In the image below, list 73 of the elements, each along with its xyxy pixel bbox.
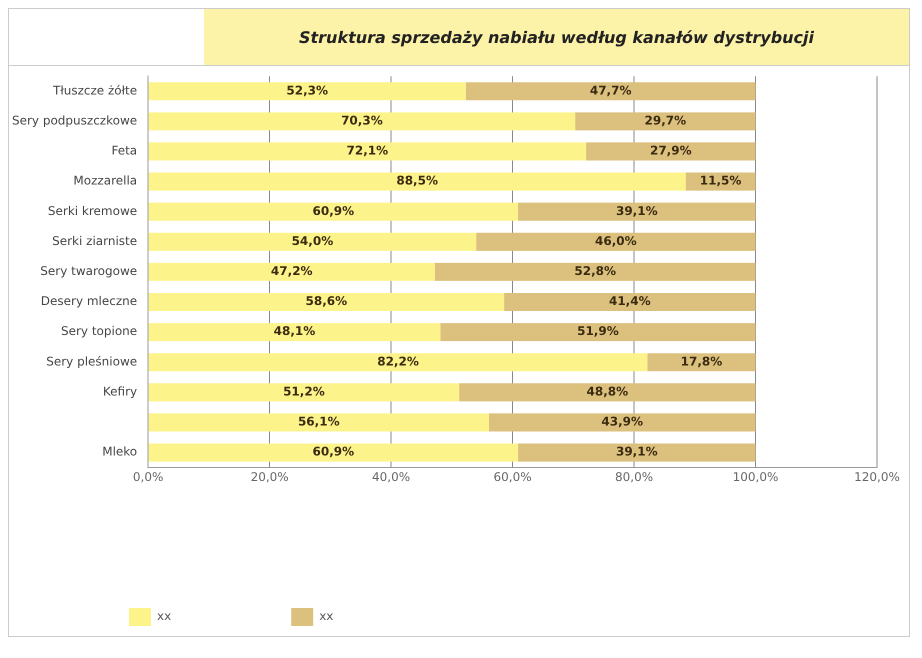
data-label: 46,0%: [595, 234, 637, 248]
data-label: 41,4%: [608, 294, 651, 308]
x-tick-label: 40,0%: [372, 470, 410, 484]
y-tick-label: Sery topione: [60, 324, 138, 338]
data-label: 51,2%: [283, 384, 325, 398]
bar: [440, 323, 756, 342]
data-label: 88,5%: [396, 174, 438, 188]
bar: [586, 142, 756, 160]
data-label: 11,5%: [700, 174, 742, 188]
bar: [148, 444, 518, 462]
bar: [476, 232, 756, 251]
bar: [148, 353, 648, 372]
y-tick-label: Sery pleśniowe: [46, 354, 138, 368]
data-label: 39,1%: [616, 204, 658, 218]
bar: [504, 292, 756, 312]
legend-label: xx: [157, 609, 172, 624]
data-label: 52,3%: [286, 83, 328, 98]
data-label: 60,9%: [312, 444, 354, 459]
bar: [575, 112, 756, 130]
y-tick-label: Serki ziarniste: [52, 234, 138, 248]
data-label: 17,8%: [680, 354, 722, 368]
x-tick-label: 60,0%: [494, 470, 532, 484]
bar: [148, 142, 586, 160]
data-label: 56,1%: [298, 414, 340, 429]
y-tick-label: Mleko: [102, 444, 138, 459]
y-tick-label: Sery twarogowe: [40, 264, 138, 278]
bar: [148, 323, 440, 342]
bar: [148, 82, 466, 100]
data-label: 39,1%: [616, 444, 658, 459]
data-label: 70,3%: [341, 113, 383, 128]
bar: [148, 262, 435, 281]
data-label: 52,8%: [574, 264, 616, 278]
data-label: 43,9%: [601, 414, 644, 429]
bar: [459, 383, 756, 402]
bar: [148, 292, 504, 312]
data-label: 27,9%: [650, 144, 692, 158]
data-label: 29,7%: [644, 113, 686, 128]
chart-title: Struktura sprzedaży nabiału według kanałów dystrybucji: [204, 9, 909, 65]
y-tick-label: Feta: [111, 144, 138, 158]
bar: [518, 444, 756, 462]
data-label: 51,9%: [577, 324, 619, 338]
y-tick-label: Serki kremowe: [48, 204, 138, 218]
y-tick-label: Kefiry: [102, 384, 138, 398]
data-label: 58,6%: [306, 294, 348, 308]
y-tick-label: Mozzarella: [73, 174, 138, 188]
data-label: 47,7%: [590, 83, 632, 98]
x-tick-label: 120,0%: [854, 470, 900, 484]
x-tick-label: 100,0%: [732, 470, 778, 484]
bar: [434, 262, 756, 281]
data-label: 47,2%: [270, 264, 313, 278]
data-label: 72,1%: [346, 144, 388, 158]
y-tick-label: Tłuszcze żółte: [52, 83, 138, 98]
bar: [466, 82, 756, 100]
y-tick-label: Desery mleczne: [40, 294, 138, 308]
bar: [148, 112, 576, 130]
x-tick-label: 80,0%: [614, 470, 654, 484]
x-tick-label: 20,0%: [250, 470, 289, 484]
data-label: 60,9%: [312, 204, 354, 218]
bar: [518, 202, 756, 221]
bar: [488, 413, 756, 432]
y-tick-label: Sery podpuszczkowe: [12, 113, 138, 128]
bar: [148, 172, 686, 191]
bar: [148, 202, 518, 221]
x-tick-label: 0,0%: [132, 470, 164, 484]
data-label: 82,2%: [377, 354, 419, 368]
data-label: 54,0%: [292, 234, 334, 248]
data-label: 48,1%: [274, 324, 316, 338]
data-label: 48,8%: [586, 384, 628, 398]
bar: [148, 383, 460, 402]
bar: [148, 232, 476, 251]
bar: [148, 413, 489, 432]
legend-label: xx: [319, 609, 334, 624]
bar: [647, 353, 756, 372]
